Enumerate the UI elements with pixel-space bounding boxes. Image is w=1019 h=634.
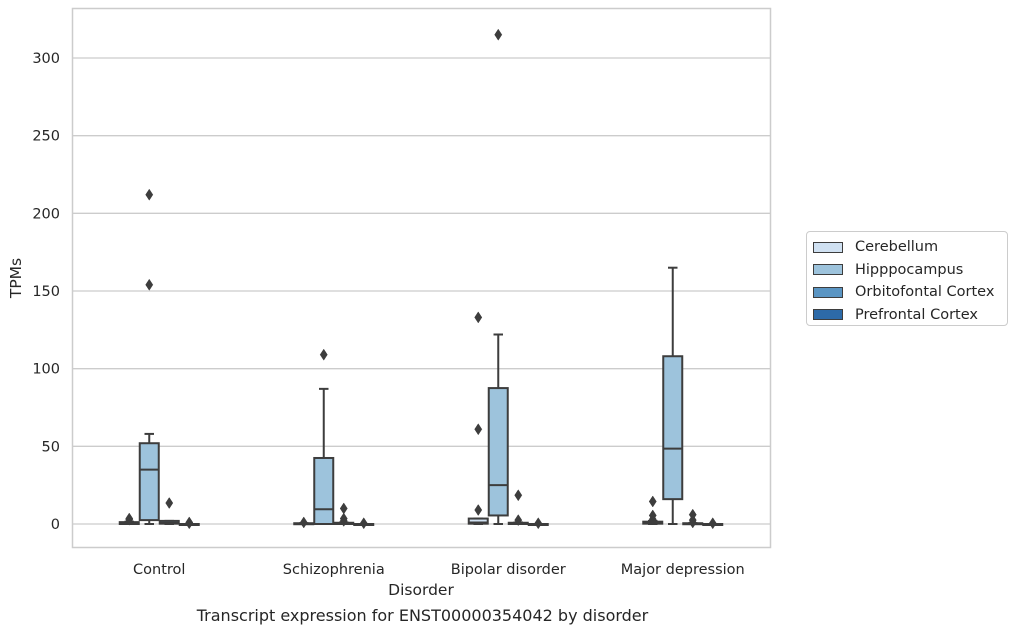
x-tick-label: Major depression bbox=[621, 562, 745, 578]
y-tick-labels: 0 50 100 150 200 250 300 bbox=[32, 51, 60, 533]
y-tick-label: 0 bbox=[51, 517, 60, 533]
outlier-point bbox=[125, 513, 134, 526]
box-prefrontal-cortex bbox=[702, 517, 724, 530]
box-body bbox=[662, 355, 684, 501]
outlier-point bbox=[514, 514, 523, 527]
box-cerebellum bbox=[293, 516, 315, 529]
outlier-point bbox=[299, 516, 308, 529]
legend-item: Cerebellum bbox=[813, 236, 1001, 259]
x-tick-label: Schizophrenia bbox=[283, 562, 385, 578]
box-hipppocampus bbox=[138, 188, 160, 525]
box-body bbox=[138, 442, 160, 522]
plot-frame bbox=[71, 7, 772, 549]
legend-label: Prefrontal Cortex bbox=[855, 306, 978, 323]
box-prefrontal-cortex bbox=[178, 516, 200, 530]
x-axis-title: Disorder bbox=[388, 581, 454, 599]
box-orbitofontal-cortex bbox=[507, 489, 529, 527]
outlier-point bbox=[648, 495, 657, 508]
legend-swatch bbox=[813, 264, 843, 276]
y-tick-label: 100 bbox=[32, 362, 60, 378]
box-hipppocampus bbox=[313, 348, 335, 526]
legend: Cerebellum Hipppocampus Orbitofontal Corte… bbox=[806, 231, 1008, 326]
y-tick-label: 50 bbox=[42, 439, 60, 455]
box-hipppocampus bbox=[487, 28, 509, 525]
box-cerebellum bbox=[642, 495, 664, 526]
box-hipppocampus bbox=[662, 266, 684, 525]
legend-item: Prefrontal Cortex bbox=[813, 304, 1001, 327]
y-tick-label: 150 bbox=[32, 284, 60, 300]
legend-item: Orbitofontal Cortex bbox=[813, 281, 1001, 304]
outlier-point bbox=[708, 517, 717, 530]
legend-label: Cerebellum bbox=[855, 239, 939, 256]
box-orbitofontal-cortex bbox=[682, 508, 704, 529]
x-tick-labels: Control Schizophrenia Bipolar disorder Majo… bbox=[133, 562, 745, 578]
box-series bbox=[118, 28, 724, 530]
box-body bbox=[313, 456, 335, 526]
outlier-point bbox=[534, 517, 543, 530]
outlier-point bbox=[145, 188, 154, 201]
outlier-point bbox=[474, 504, 483, 516]
outlier-point bbox=[185, 516, 194, 529]
box-cerebellum bbox=[467, 311, 489, 525]
outlier-point bbox=[474, 311, 483, 324]
outlier-point bbox=[339, 512, 348, 525]
box-orbitofontal-cortex bbox=[333, 502, 355, 527]
box-prefrontal-cortex bbox=[353, 517, 375, 530]
y-tick-label: 300 bbox=[32, 51, 60, 67]
legend-label: Hipppocampus bbox=[855, 261, 964, 278]
legend-swatch bbox=[813, 286, 843, 298]
outlier-point bbox=[648, 509, 657, 522]
box-orbitofontal-cortex bbox=[158, 497, 180, 525]
plot-area bbox=[72, 8, 770, 547]
box-body bbox=[467, 517, 489, 525]
outlier-point bbox=[359, 517, 368, 530]
outlier-point bbox=[688, 508, 697, 521]
legend-label: Orbitofontal Cortex bbox=[855, 284, 995, 301]
legend-swatch bbox=[813, 241, 843, 253]
legend-swatch bbox=[813, 309, 843, 321]
outlier-point bbox=[165, 497, 174, 509]
outlier-point bbox=[319, 348, 328, 361]
outlier-point bbox=[339, 502, 348, 515]
outlier-point bbox=[145, 278, 154, 291]
legend-item: Hipppocampus bbox=[813, 259, 1001, 282]
x-tick-label: Control bbox=[133, 562, 185, 578]
y-tick-label: 200 bbox=[32, 206, 60, 222]
x-tick-label: Bipolar disorder bbox=[451, 562, 566, 578]
y-axis-title: TPMs bbox=[7, 258, 25, 299]
box-body bbox=[487, 387, 509, 517]
outlier-point bbox=[494, 28, 503, 41]
outlier-point bbox=[514, 489, 523, 502]
box-prefrontal-cortex bbox=[527, 517, 549, 530]
chart-caption: Transcript expression for ENST0000035404… bbox=[196, 606, 649, 625]
outlier-point bbox=[474, 423, 483, 436]
y-tick-label: 250 bbox=[32, 129, 60, 145]
box-cerebellum bbox=[118, 512, 140, 526]
